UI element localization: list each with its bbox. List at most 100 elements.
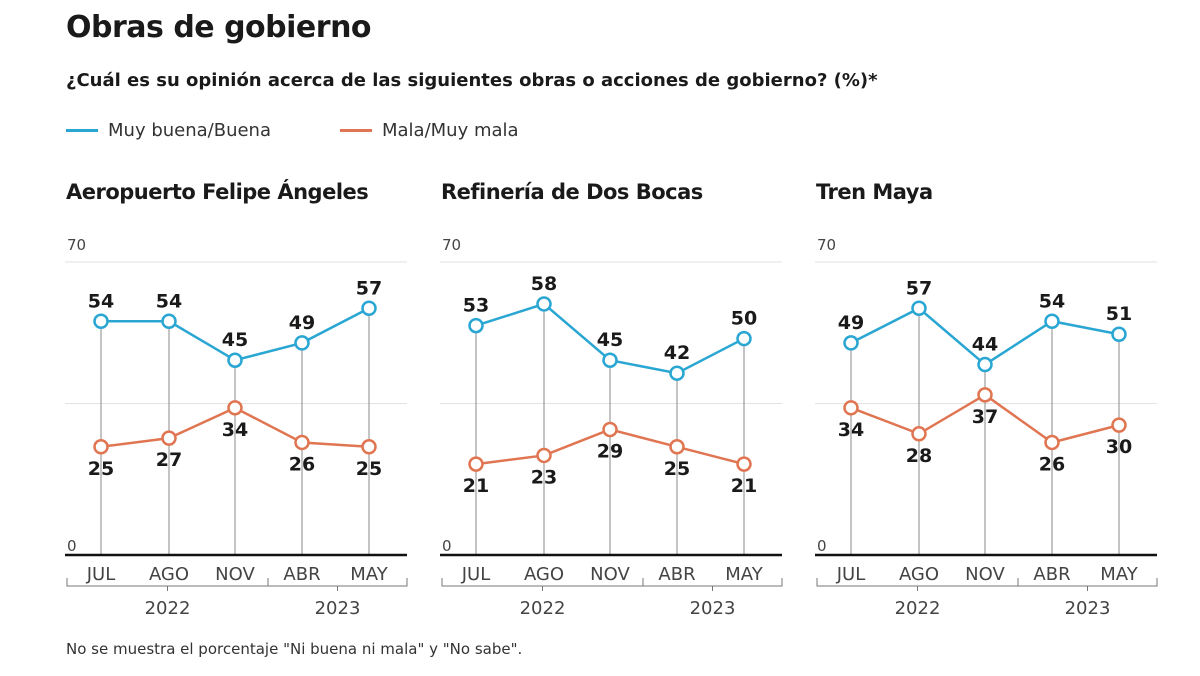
data-label: 34 [222, 419, 248, 441]
data-label: 26 [289, 453, 315, 475]
legend-item-bad: Mala/Muy mala [340, 120, 519, 141]
data-label: 57 [906, 277, 932, 299]
data-point [227, 400, 243, 416]
data-label: 45 [222, 329, 248, 351]
data-label: 30 [1106, 436, 1132, 458]
legend-item-good: Muy buena/Buena [66, 120, 271, 141]
x-tick-label: JUL [86, 564, 116, 585]
data-point [977, 356, 993, 373]
data-point [669, 365, 685, 381]
data-label: 25 [664, 458, 690, 480]
legend-swatch-good [66, 129, 98, 132]
data-label: 53 [463, 295, 489, 317]
year-label: 2023 [315, 598, 361, 619]
x-tick-label: NOV [590, 564, 630, 585]
data-label: 49 [838, 312, 864, 334]
y-tick-label: 0 [442, 537, 452, 555]
data-label: 23 [531, 466, 557, 488]
data-point [602, 421, 618, 438]
data-label: 54 [88, 290, 114, 312]
data-point [736, 456, 752, 472]
data-point [361, 300, 377, 317]
data-label: 21 [731, 475, 757, 497]
data-label: 21 [463, 475, 489, 497]
data-label: 26 [1039, 453, 1065, 475]
x-tick-label: AGO [899, 564, 939, 585]
panel-title: Refinería de Dos Bocas [441, 180, 703, 204]
data-point [93, 439, 109, 455]
data-point [977, 387, 993, 403]
data-label: 25 [88, 458, 114, 480]
data-point [468, 456, 484, 472]
data-label: 34 [838, 419, 864, 441]
data-label: 58 [531, 273, 557, 295]
y-tick-label: 0 [67, 537, 77, 555]
x-tick-label: MAY [350, 564, 388, 585]
data-label: 28 [906, 445, 932, 467]
data-point [227, 352, 243, 368]
legend-swatch-bad [340, 129, 372, 132]
legend-label-good: Muy buena/Buena [108, 120, 271, 141]
x-tick-label: NOV [215, 564, 255, 585]
data-label: 42 [664, 342, 690, 364]
data-label: 54 [156, 290, 182, 312]
data-point [93, 313, 109, 330]
x-tick-label: AGO [524, 564, 564, 585]
data-label: 50 [731, 308, 757, 330]
data-label: 29 [597, 440, 623, 462]
data-point [1044, 434, 1060, 451]
y-tick-label: 0 [817, 537, 827, 555]
data-point [536, 296, 552, 312]
data-point [843, 400, 859, 416]
x-tick-label: AGO [149, 564, 189, 585]
data-label: 49 [289, 312, 315, 334]
year-label: 2022 [520, 598, 566, 619]
y-tick-label: 70 [817, 236, 836, 254]
data-point [161, 430, 177, 446]
y-tick-label: 70 [67, 236, 86, 254]
data-label: 54 [1039, 290, 1065, 312]
x-tick-label: JUL [461, 564, 491, 585]
data-point [843, 335, 859, 351]
data-point [161, 313, 177, 330]
data-point [911, 300, 927, 317]
data-point [1111, 326, 1127, 342]
data-point [602, 352, 618, 368]
data-point [536, 447, 552, 464]
data-label: 25 [356, 458, 382, 480]
year-label: 2023 [690, 598, 736, 619]
panel-title: Tren Maya [816, 180, 933, 204]
data-point [1111, 417, 1127, 433]
data-label: 37 [972, 406, 998, 428]
x-tick-label: MAY [1100, 564, 1138, 585]
x-tick-label: ABR [283, 564, 320, 585]
year-label: 2022 [895, 598, 941, 619]
data-label: 45 [597, 329, 623, 351]
x-tick-label: ABR [658, 564, 695, 585]
x-tick-label: MAY [725, 564, 763, 585]
data-point [361, 439, 377, 455]
year-label: 2022 [145, 598, 191, 619]
data-label: 27 [156, 449, 182, 471]
x-tick-label: JUL [836, 564, 866, 585]
y-tick-label: 70 [442, 236, 461, 254]
data-point [294, 434, 310, 451]
data-point [1044, 313, 1060, 330]
data-point [911, 426, 927, 442]
x-tick-label: ABR [1033, 564, 1070, 585]
data-label: 51 [1106, 303, 1132, 325]
x-tick-label: NOV [965, 564, 1005, 585]
data-point [294, 335, 310, 351]
data-point [669, 439, 685, 455]
legend-label-bad: Mala/Muy mala [382, 120, 519, 141]
data-label: 44 [972, 334, 998, 356]
panel-title: Aeropuerto Felipe Ángeles [66, 179, 368, 204]
footnote: No se muestra el porcentaje "Ni buena ni… [66, 640, 523, 658]
data-point [468, 317, 484, 334]
data-label: 57 [356, 277, 382, 299]
data-point [736, 330, 752, 347]
page-title: Obras de gobierno [66, 10, 372, 45]
page-subtitle: ¿Cuál es su opinión acerca de las siguie… [66, 70, 878, 91]
